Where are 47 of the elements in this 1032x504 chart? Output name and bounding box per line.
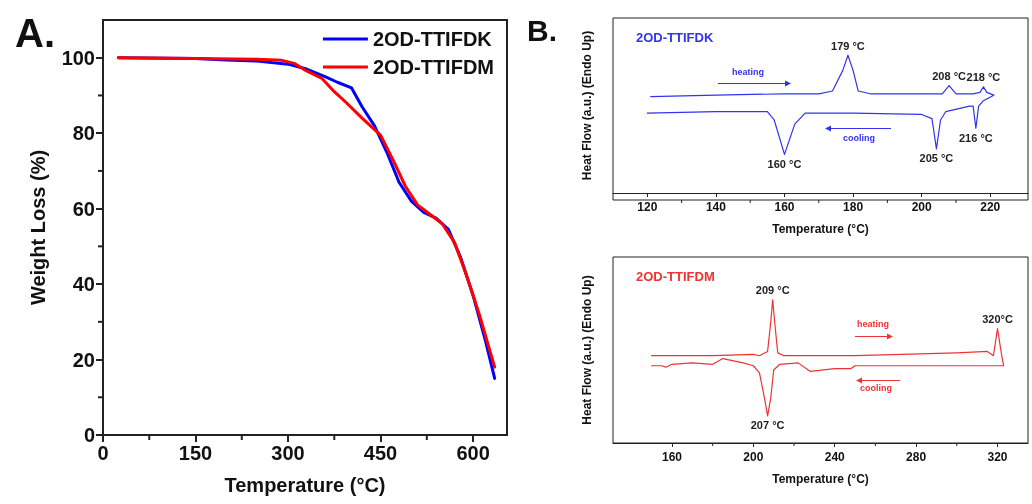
x-axis-title: Temperature (°C) (224, 474, 386, 496)
y-axis-title: Weight Loss (%) (27, 149, 49, 306)
x-tick-label: 150 (178, 442, 213, 464)
y-axis-title: Heat Flow (a.u.) (Endo Up) (580, 275, 594, 425)
x-tick-label: 160 (774, 200, 795, 214)
y-tick-label: 60 (72, 197, 95, 220)
y-tick-label: 40 (72, 273, 95, 296)
annotation: 205 °C (919, 152, 954, 165)
x-axis-title: Temperature (°C) (772, 472, 869, 486)
x-tick-label: 120 (637, 200, 658, 214)
chart-title: 2OD-TTIFDK (636, 30, 714, 45)
x-tick-label: 180 (843, 200, 864, 214)
chart-title: A. (15, 11, 55, 55)
x-tick-label: 300 (271, 442, 305, 464)
x-tick-label: 0 (97, 442, 109, 464)
annotation: 216 °C (958, 131, 993, 144)
legend-label: 2OD-TTIFDK (372, 28, 493, 50)
chart-title: 2OD-TTIFDM (636, 269, 715, 284)
x-tick-label: 200 (743, 450, 764, 464)
x-tick-label: 160 (661, 450, 683, 464)
x-tick-label: 280 (906, 450, 927, 464)
x-tick-label: 240 (824, 450, 846, 464)
y-tick-label: 100 (61, 46, 95, 69)
x-tick-label: 450 (363, 442, 398, 464)
x-tick-label: 140 (705, 200, 727, 214)
x-tick-label: 600 (456, 442, 490, 464)
text: B. (527, 13, 557, 47)
annotation: 320°C (982, 313, 1013, 326)
annotation: 160 °C (767, 157, 802, 170)
x-axis-title: Temperature (°C) (772, 222, 869, 236)
annotation: cooling (860, 383, 892, 393)
annotation: 179 °C (831, 39, 865, 52)
annotation: cooling (843, 133, 875, 143)
y-tick-label: 80 (72, 122, 95, 145)
y-tick-label: 20 (72, 348, 95, 371)
annotation: heating (731, 67, 765, 77)
x-tick-label: 220 (980, 200, 1001, 214)
x-tick-label: 320 (987, 450, 1008, 464)
annotation: heating (856, 319, 890, 329)
annotation: 218 °C (966, 71, 1001, 84)
annotation: 208 °C (932, 70, 967, 83)
x-tick-label: 200 (911, 200, 933, 214)
y-tick-label: 0 (83, 424, 95, 446)
y-axis-title: Heat Flow (a.u.) (Endo Up) (580, 30, 594, 181)
annotation: 209 °C (755, 284, 790, 297)
legend-label: 2OD-TTIFDM (372, 56, 494, 78)
annotation: 207 °C (750, 419, 785, 432)
